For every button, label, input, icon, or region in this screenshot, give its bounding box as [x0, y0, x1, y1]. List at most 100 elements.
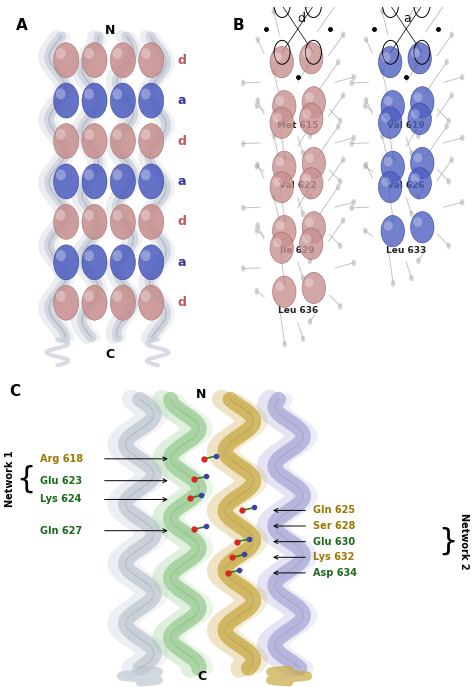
Ellipse shape: [112, 291, 122, 302]
Ellipse shape: [255, 97, 260, 104]
Ellipse shape: [381, 91, 404, 122]
Ellipse shape: [112, 250, 122, 261]
Ellipse shape: [255, 227, 259, 234]
Ellipse shape: [352, 74, 356, 80]
Ellipse shape: [380, 8, 384, 14]
Ellipse shape: [380, 69, 384, 75]
Ellipse shape: [380, 133, 384, 139]
Ellipse shape: [408, 168, 431, 199]
Ellipse shape: [270, 107, 293, 138]
Ellipse shape: [141, 89, 151, 100]
Text: N: N: [196, 388, 207, 401]
Ellipse shape: [445, 0, 449, 5]
Text: Gln 627: Gln 627: [40, 526, 82, 536]
Ellipse shape: [112, 89, 122, 100]
Ellipse shape: [411, 48, 419, 58]
Ellipse shape: [302, 212, 326, 243]
Ellipse shape: [363, 227, 367, 234]
Ellipse shape: [306, 188, 310, 194]
Ellipse shape: [416, 193, 420, 200]
Ellipse shape: [308, 193, 312, 200]
Ellipse shape: [300, 168, 323, 199]
Ellipse shape: [272, 133, 276, 139]
Ellipse shape: [283, 280, 287, 286]
Text: Leu 633: Leu 633: [386, 246, 426, 255]
Ellipse shape: [308, 133, 312, 139]
Ellipse shape: [352, 260, 356, 266]
Ellipse shape: [341, 32, 346, 38]
Ellipse shape: [449, 157, 454, 163]
Text: a: a: [177, 94, 186, 107]
Ellipse shape: [413, 153, 422, 163]
Ellipse shape: [378, 107, 402, 138]
Ellipse shape: [273, 216, 296, 247]
Ellipse shape: [141, 291, 151, 302]
Ellipse shape: [56, 129, 65, 140]
Ellipse shape: [255, 288, 259, 295]
Text: Leu 636: Leu 636: [278, 306, 318, 315]
Ellipse shape: [364, 97, 368, 104]
Ellipse shape: [141, 48, 151, 59]
Ellipse shape: [270, 232, 293, 263]
Ellipse shape: [54, 164, 79, 199]
Ellipse shape: [449, 32, 454, 38]
Ellipse shape: [139, 285, 164, 320]
Ellipse shape: [82, 205, 107, 239]
Ellipse shape: [305, 92, 314, 102]
Ellipse shape: [305, 153, 314, 163]
Ellipse shape: [56, 89, 65, 100]
Ellipse shape: [381, 151, 404, 183]
Ellipse shape: [300, 43, 323, 74]
Ellipse shape: [336, 183, 340, 190]
Ellipse shape: [272, 193, 276, 200]
Ellipse shape: [302, 48, 311, 58]
Text: Glu 630: Glu 630: [313, 537, 355, 547]
Ellipse shape: [110, 164, 136, 199]
Text: Val 622: Val 622: [279, 181, 317, 190]
Ellipse shape: [283, 216, 287, 223]
Ellipse shape: [84, 291, 94, 302]
Text: Val 619: Val 619: [387, 121, 425, 130]
Ellipse shape: [301, 275, 305, 282]
Text: a: a: [403, 12, 411, 25]
Ellipse shape: [338, 178, 342, 185]
Ellipse shape: [110, 83, 136, 118]
Ellipse shape: [460, 74, 465, 80]
Ellipse shape: [416, 258, 420, 264]
Ellipse shape: [302, 109, 311, 119]
Ellipse shape: [255, 161, 260, 168]
Ellipse shape: [378, 172, 402, 203]
Ellipse shape: [302, 147, 326, 179]
Ellipse shape: [272, 69, 276, 75]
Ellipse shape: [384, 157, 393, 166]
Ellipse shape: [306, 2, 310, 8]
Ellipse shape: [391, 280, 395, 286]
Ellipse shape: [283, 341, 287, 348]
Ellipse shape: [381, 52, 390, 62]
Ellipse shape: [306, 127, 310, 133]
Ellipse shape: [110, 205, 136, 239]
Text: Val 626: Val 626: [387, 181, 425, 190]
Ellipse shape: [301, 335, 305, 342]
Ellipse shape: [364, 161, 368, 168]
Ellipse shape: [255, 102, 259, 109]
Ellipse shape: [54, 83, 79, 118]
Ellipse shape: [139, 124, 164, 159]
Ellipse shape: [352, 135, 356, 142]
Ellipse shape: [338, 303, 342, 310]
Ellipse shape: [54, 205, 79, 239]
Ellipse shape: [381, 216, 404, 247]
Text: d: d: [298, 12, 305, 25]
Ellipse shape: [414, 2, 419, 8]
Ellipse shape: [84, 210, 94, 221]
Text: Network 1: Network 1: [5, 451, 15, 508]
Ellipse shape: [349, 205, 354, 211]
Ellipse shape: [139, 164, 164, 199]
Ellipse shape: [302, 87, 326, 118]
Text: Arg 618: Arg 618: [40, 454, 83, 464]
Ellipse shape: [414, 63, 419, 69]
Ellipse shape: [110, 285, 136, 320]
Ellipse shape: [273, 52, 282, 62]
Ellipse shape: [384, 221, 393, 231]
Ellipse shape: [241, 80, 246, 87]
